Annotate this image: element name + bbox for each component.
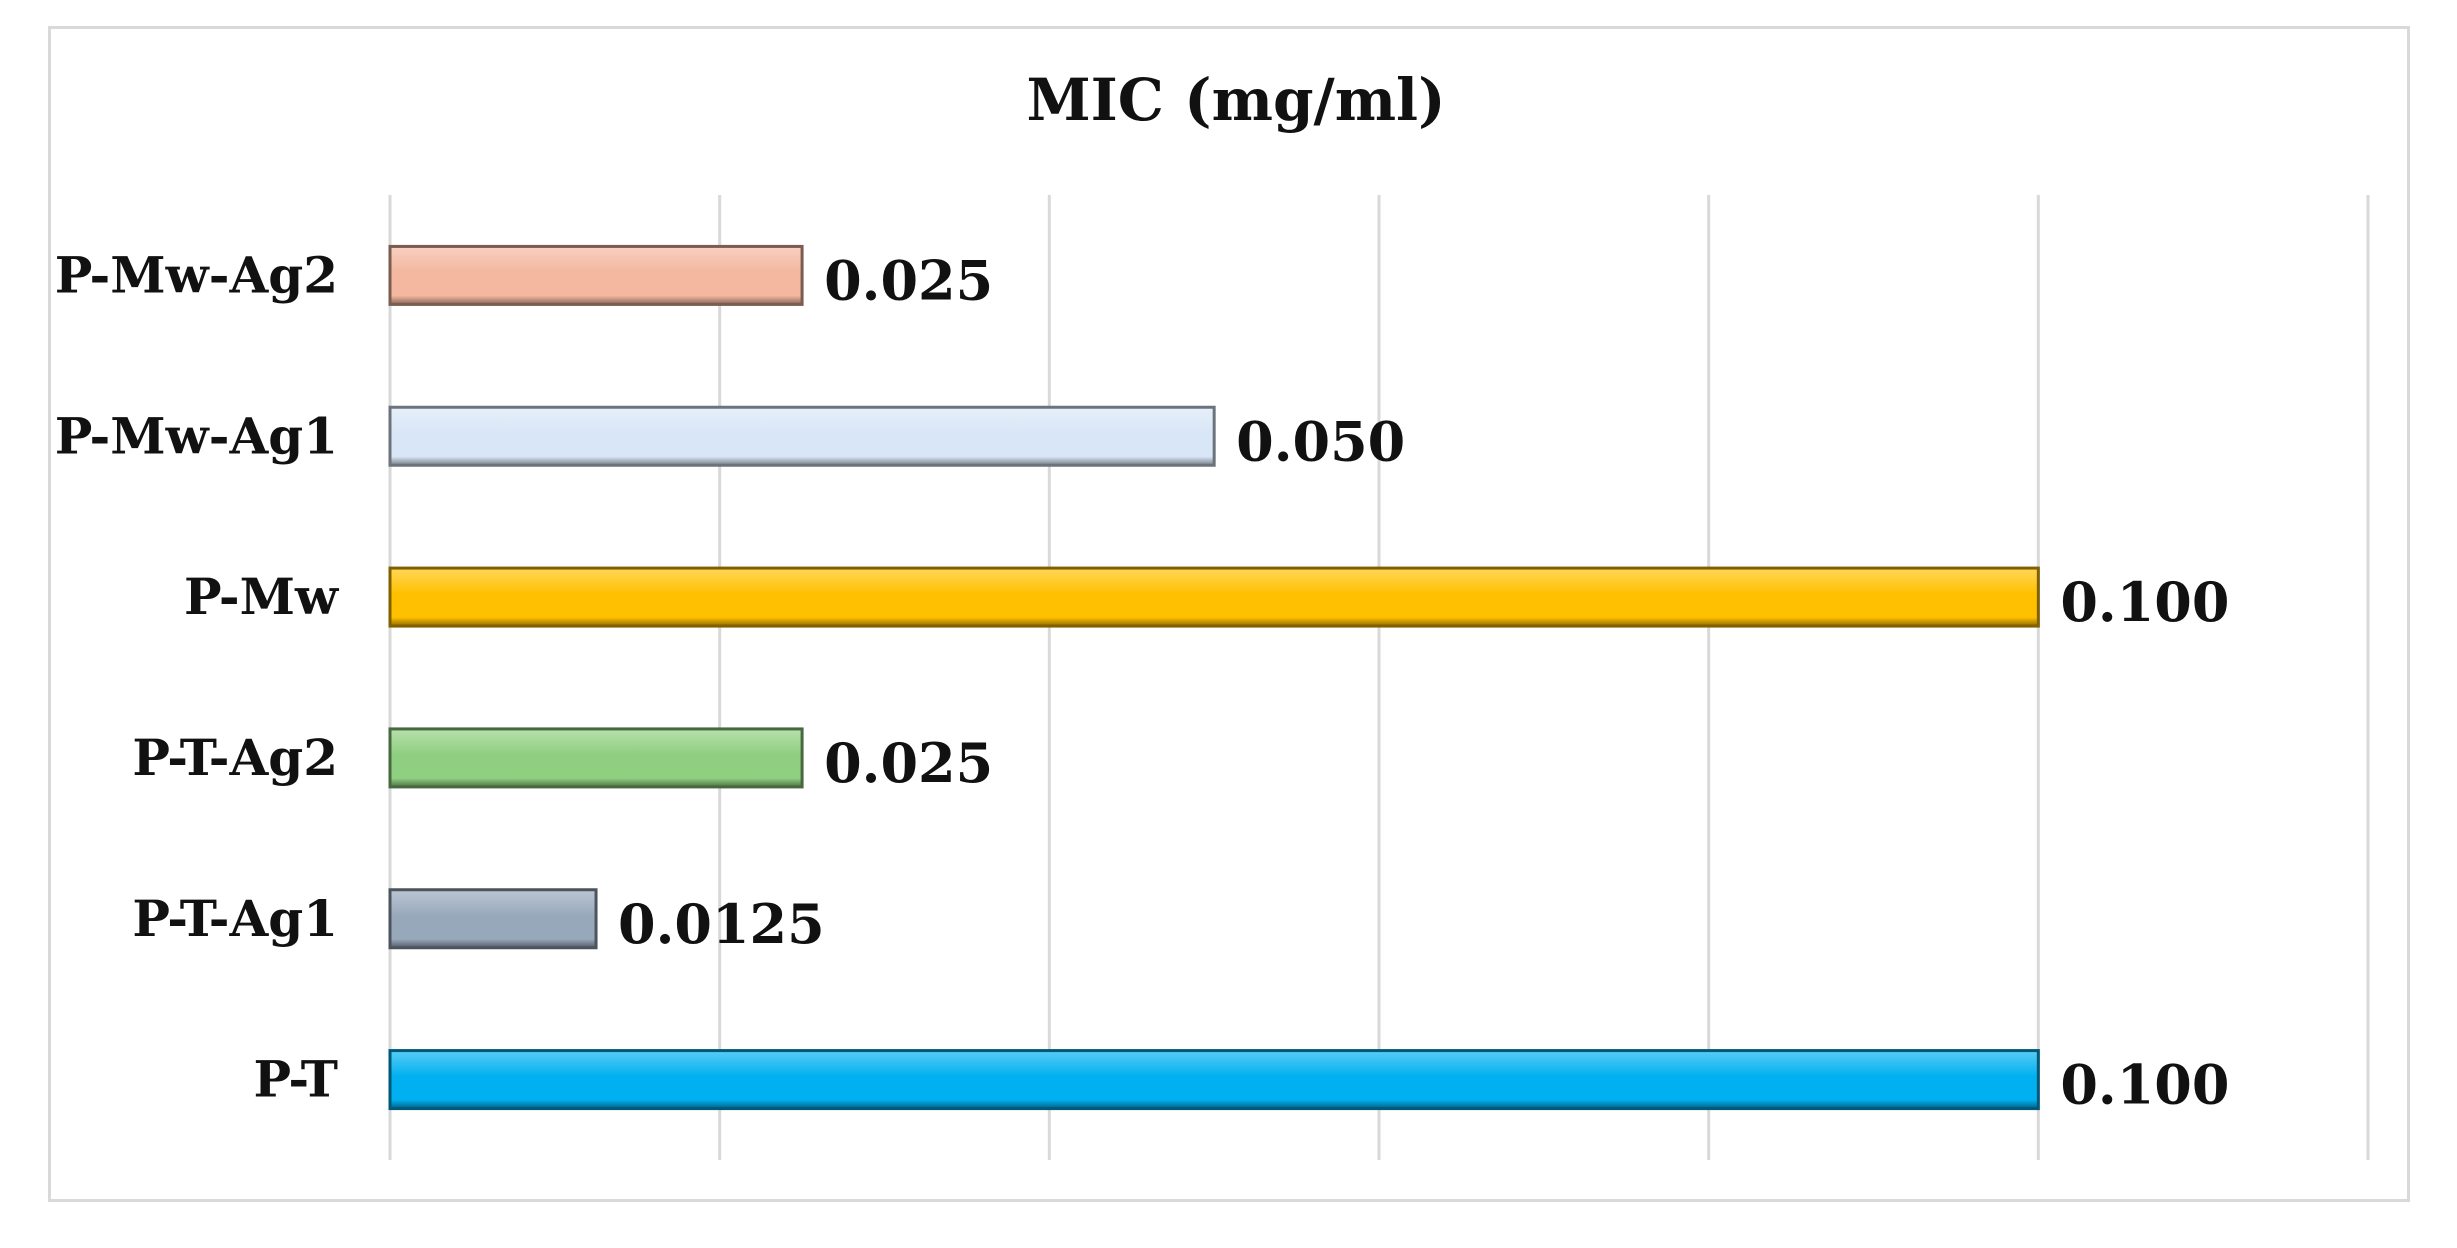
chart-title: MIC (mg/ml) xyxy=(1026,66,1445,134)
value-label-p-t-ag2: 0.025 xyxy=(824,731,993,795)
bars xyxy=(388,244,2040,1111)
value-label-p-t-ag1: 0.0125 xyxy=(618,892,825,956)
value-labels: 0.025 0.050 0.100 0.025 0.0125 0.100 xyxy=(618,248,2229,1116)
bar-p-t-ag1 xyxy=(388,888,598,950)
category-label-p-t-ag2: P-T-Ag2 xyxy=(132,728,338,787)
gridlines xyxy=(388,195,2370,1160)
value-label-p-mw-ag1: 0.050 xyxy=(1236,409,1405,473)
category-label-p-t-ag1: P-T-Ag1 xyxy=(132,889,338,948)
value-label-p-t: 0.100 xyxy=(2060,1053,2229,1117)
category-label-p-mw-ag1: P-Mw-Ag1 xyxy=(55,406,338,465)
category-label-p-mw: P-Mw xyxy=(184,567,340,626)
category-label-p-t: P-T xyxy=(253,1050,338,1109)
bar-p-mw-ag1 xyxy=(388,405,1216,467)
category-label-p-mw-ag2: P-Mw-Ag2 xyxy=(55,245,338,304)
category-labels: P-Mw-Ag2 P-Mw-Ag1 P-Mw P-T-Ag2 P-T-Ag1 P-T xyxy=(55,245,340,1108)
bar-p-t xyxy=(388,1049,2040,1111)
value-label-p-mw-ag2: 0.025 xyxy=(824,248,993,312)
value-label-p-mw: 0.100 xyxy=(2060,570,2229,634)
bar-p-t-ag2 xyxy=(388,727,804,789)
bar-p-mw-ag2 xyxy=(388,244,804,306)
bar-p-mw xyxy=(388,566,2040,628)
